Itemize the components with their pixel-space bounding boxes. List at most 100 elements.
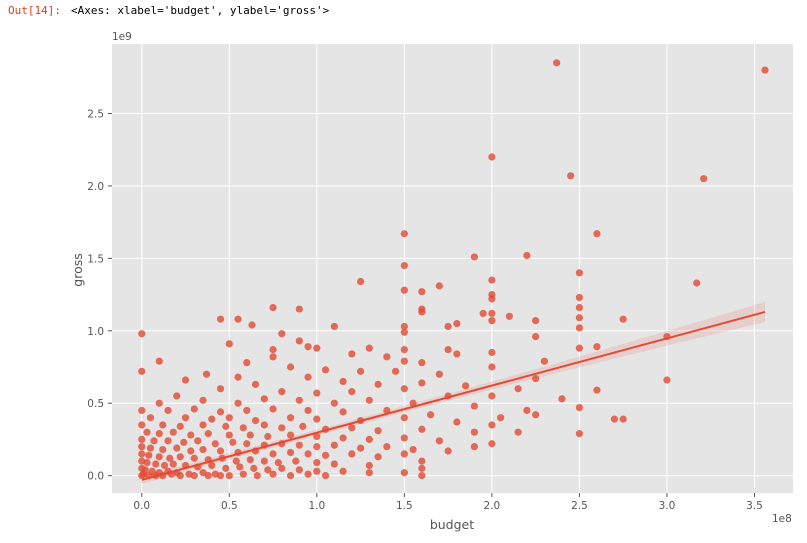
- data-point: [145, 451, 153, 459]
- data-point: [392, 367, 400, 375]
- data-point: [166, 454, 174, 462]
- data-point: [313, 458, 321, 467]
- data-point: [470, 253, 478, 261]
- data-point: [700, 175, 708, 183]
- data-point: [339, 377, 347, 386]
- data-point: [278, 330, 286, 338]
- data-point: [269, 346, 277, 354]
- data-point: [146, 444, 155, 452]
- data-point: [400, 469, 408, 477]
- data-point: [444, 447, 452, 455]
- regression-line: [141, 310, 766, 481]
- data-point: [532, 374, 540, 383]
- data-point: [488, 309, 496, 317]
- data-point: [159, 421, 167, 429]
- data-point: [330, 441, 338, 449]
- data-point: [173, 392, 181, 400]
- data-point: [278, 464, 286, 472]
- data-point: [278, 388, 286, 396]
- data-point: [274, 458, 282, 467]
- data-point: [234, 315, 242, 323]
- data-point: [181, 414, 190, 422]
- data-point: [400, 328, 408, 336]
- data-point: [339, 467, 347, 475]
- data-point: [190, 454, 198, 462]
- data-point: [593, 386, 601, 394]
- data-point: [176, 472, 184, 480]
- data-point: [211, 440, 219, 448]
- data-point: [164, 406, 172, 415]
- x-tick-label: 0.5: [221, 500, 238, 512]
- data-point: [208, 461, 216, 470]
- data-point: [199, 396, 207, 404]
- data-point: [330, 460, 338, 468]
- data-point: [453, 418, 461, 426]
- data-point: [313, 389, 321, 397]
- data-point: [593, 230, 601, 238]
- data-point: [286, 363, 295, 371]
- data-point: [488, 421, 496, 429]
- y-axis-label: gross: [70, 253, 85, 286]
- data-point: [356, 367, 365, 375]
- data-point: [304, 373, 312, 381]
- data-point: [138, 450, 146, 458]
- data-point: [575, 314, 584, 322]
- data-point: [619, 315, 627, 323]
- data-point: [225, 431, 233, 439]
- data-point: [479, 309, 487, 317]
- data-point: [470, 443, 478, 451]
- data-point: [400, 357, 408, 365]
- data-point: [610, 415, 619, 423]
- data-point: [304, 343, 312, 351]
- data-point: [232, 457, 240, 465]
- data-point: [143, 428, 151, 436]
- data-point: [374, 453, 382, 461]
- data-point: [553, 59, 561, 67]
- data-point: [575, 269, 584, 277]
- data-point: [400, 385, 408, 393]
- data-point: [427, 411, 435, 419]
- data-point: [418, 425, 426, 433]
- data-point: [435, 282, 443, 290]
- data-point: [321, 472, 330, 480]
- data-point: [181, 376, 190, 384]
- data-point: [761, 66, 769, 74]
- data-point: [260, 395, 268, 403]
- tick-labels: 0.0 0.5 1.0 1.5 2.0 2.5 3.0 3.5 0.0 0.5 1.0 1.5 2.0 2…: [87, 109, 763, 512]
- data-point: [169, 460, 177, 468]
- data-point: [222, 422, 230, 430]
- x-tick-label: 2.0: [484, 500, 501, 512]
- data-point: [155, 357, 163, 365]
- data-point: [444, 322, 452, 331]
- data-point: [418, 288, 426, 296]
- data-point: [202, 370, 211, 378]
- data-point: [497, 414, 505, 422]
- data-point: [523, 406, 531, 415]
- data-point: [488, 153, 496, 161]
- data-point: [138, 443, 146, 451]
- data-point: [164, 437, 172, 445]
- output-line: Out[14]: <Axes: xlabel='budget', ylabel='…: [8, 4, 329, 17]
- data-point: [160, 461, 169, 470]
- data-point: [409, 445, 417, 454]
- data-point: [540, 357, 549, 365]
- data-point: [225, 414, 233, 422]
- data-point: [143, 458, 151, 467]
- data-point: [304, 450, 312, 458]
- data-point: [567, 172, 575, 180]
- data-point: [138, 421, 146, 429]
- data-point: [194, 437, 202, 445]
- data-point: [663, 376, 671, 384]
- data-point: [216, 472, 225, 480]
- data-point: [234, 399, 242, 407]
- data-point: [321, 366, 330, 374]
- data-point: [418, 457, 426, 465]
- data-point: [365, 344, 373, 352]
- data-point: [138, 367, 146, 375]
- data-point: [348, 388, 356, 396]
- regression-line-group: [141, 310, 766, 481]
- data-point: [250, 464, 258, 472]
- data-point: [470, 428, 478, 436]
- data-point: [488, 363, 496, 371]
- data-point: [693, 279, 701, 287]
